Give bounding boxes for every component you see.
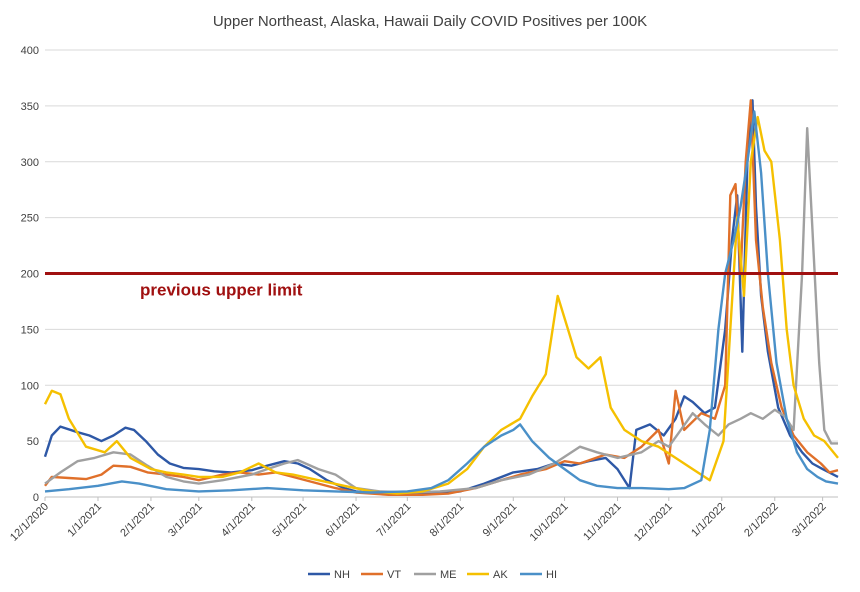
reference-line-label: previous upper limit: [140, 281, 303, 300]
x-tick-label: 2/1/2021: [118, 501, 157, 540]
x-tick-label: 5/1/2021: [270, 501, 309, 540]
chart-title: Upper Northeast, Alaska, Hawaii Daily CO…: [213, 13, 647, 30]
x-tick-label: 4/1/2021: [219, 501, 258, 540]
x-tick-label: 7/1/2021: [375, 501, 414, 540]
x-tick-label: 3/1/2021: [166, 501, 205, 540]
series-line-hi: [44, 110, 839, 494]
x-tick-label: 12/1/2021: [632, 501, 675, 544]
x-tick-label: 8/1/2021: [428, 501, 467, 540]
legend-label-hi: HI: [546, 569, 557, 581]
legend-label-me: ME: [440, 569, 457, 581]
x-tick-label: 1/1/2021: [65, 501, 104, 540]
legend-label-ak: AK: [493, 569, 508, 581]
legend-label-vt: VT: [387, 569, 401, 581]
y-tick-label: 100: [21, 380, 39, 392]
y-tick-label: 150: [21, 324, 39, 336]
x-tick-label: 10/1/2021: [528, 501, 571, 544]
y-tick-label: 350: [21, 101, 39, 113]
y-tick-label: 50: [27, 436, 39, 448]
x-tick-label: 1/1/2022: [689, 501, 728, 540]
x-tick-label: 9/1/2021: [481, 501, 520, 540]
legend: NH VT ME AK HI: [308, 569, 557, 581]
x-tick-label: 3/1/2022: [790, 501, 829, 540]
x-tick-label: 6/1/2021: [323, 501, 362, 540]
y-tick-label: 0: [33, 492, 39, 504]
y-tick-label: 400: [21, 45, 39, 57]
x-tick-label: 12/1/2020: [8, 501, 51, 544]
series-line-ak: [43, 115, 839, 495]
legend-label-nh: NH: [334, 569, 350, 581]
y-tick-label: 250: [21, 213, 39, 225]
series-lines: [43, 99, 839, 496]
series-line-vt: [44, 99, 839, 496]
x-axis: 12/1/2020 1/1/2021 2/1/2021 3/1/2021 4/1/202…: [8, 497, 829, 544]
series-line-me: [44, 126, 838, 494]
y-tick-label: 200: [21, 269, 39, 281]
x-tick-label: 11/1/2021: [581, 501, 624, 544]
reference-line-group: previous upper limit: [45, 272, 838, 300]
y-axis: 0 50 100 150 200 250 300 350 400: [21, 45, 39, 504]
x-tick-label: 2/1/2022: [742, 501, 781, 540]
y-tick-label: 300: [21, 157, 39, 169]
